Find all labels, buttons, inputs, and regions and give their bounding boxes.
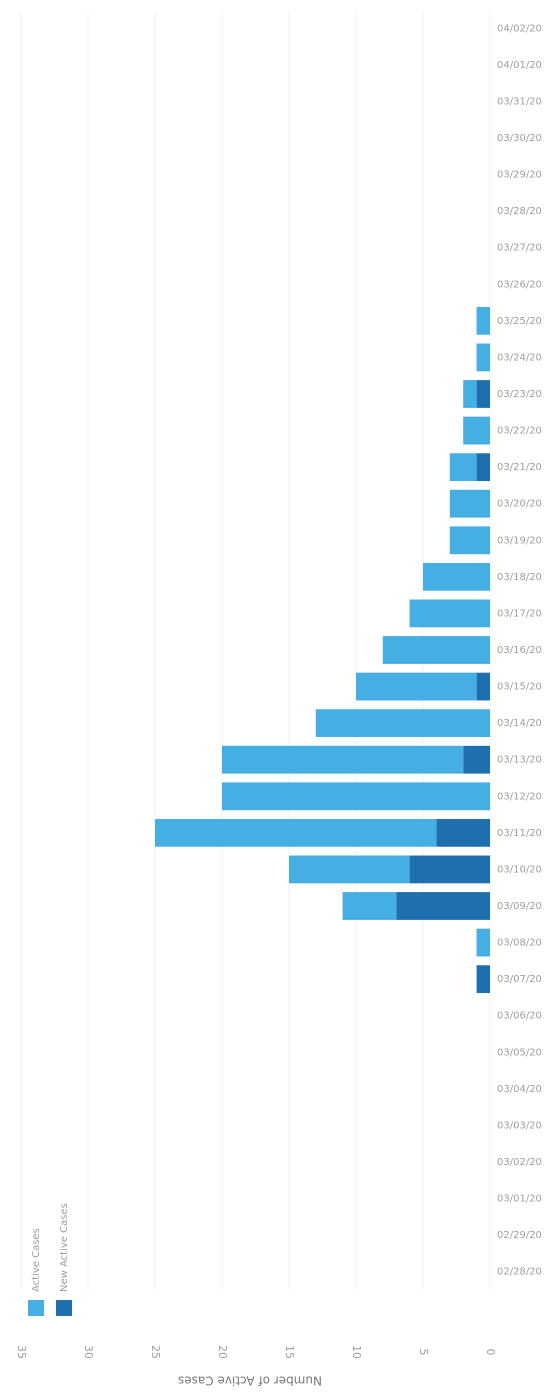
bar-segment	[449, 526, 490, 555]
x-tick-label: 04/02/20	[497, 23, 542, 34]
y-tick-label: 15	[283, 1345, 296, 1359]
x-tick-label: 02/28/20	[497, 1267, 542, 1278]
y-tick-label: 20	[216, 1345, 229, 1359]
x-tick-label: 03/11/20	[497, 828, 542, 839]
x-tick-label: 03/03/20	[497, 1120, 542, 1131]
x-tick-label: 03/16/20	[497, 645, 542, 656]
x-tick-label: 03/23/20	[497, 389, 542, 400]
y-tick-label: 30	[82, 1345, 95, 1359]
x-tick-label: 03/30/20	[497, 133, 542, 144]
x-tick-label: 03/15/20	[497, 682, 542, 693]
x-tick-label: 03/10/20	[497, 864, 542, 875]
x-tick-label: 03/09/20	[497, 901, 542, 912]
bar-segment	[449, 489, 490, 518]
x-tick-label: 03/28/20	[497, 206, 542, 217]
y-tick-label: 10	[350, 1345, 363, 1359]
bar-segment	[222, 745, 464, 774]
x-tick-label: 03/31/20	[497, 96, 542, 107]
x-tick-label: 03/19/20	[497, 535, 542, 546]
x-tick-label: 03/08/20	[497, 938, 542, 949]
axis-title: Number of Active Cases	[178, 1374, 322, 1388]
bar-segment	[476, 380, 491, 408]
bar-segment	[342, 892, 397, 920]
bar-segment	[409, 855, 491, 884]
x-tick-label: 03/01/20	[497, 1194, 542, 1205]
x-tick-label: 03/04/20	[497, 1084, 542, 1095]
bar-segment	[476, 343, 491, 372]
bar-segment	[463, 745, 491, 774]
bar-segment	[409, 599, 491, 628]
y-tick-label: 0	[484, 1349, 497, 1356]
bar-segment	[289, 855, 410, 884]
bar-segment	[476, 672, 491, 701]
y-tick-label: 35	[15, 1345, 28, 1359]
x-tick-label: 03/22/20	[497, 426, 542, 437]
bar-segment	[476, 306, 491, 335]
legend-label: New Active Cases	[59, 1203, 70, 1292]
x-tick-label: 03/18/20	[497, 572, 542, 583]
bar-segment	[463, 380, 477, 408]
x-tick-label: 04/01/20	[497, 60, 542, 71]
x-tick-label: 03/20/20	[497, 499, 542, 510]
bar-segment	[315, 709, 490, 738]
bar-segment	[356, 672, 477, 701]
y-tick-label: 25	[149, 1345, 162, 1359]
bar-segment	[476, 453, 491, 482]
x-tick-label: 03/17/20	[497, 608, 542, 619]
x-tick-label: 03/02/20	[497, 1157, 542, 1168]
bar-segment	[396, 892, 491, 920]
x-tick-label: 02/29/20	[497, 1230, 542, 1241]
x-tick-label: 03/29/20	[497, 170, 542, 181]
x-tick-label: 03/21/20	[497, 462, 542, 473]
x-tick-label: 03/05/20	[497, 1047, 542, 1058]
bar-segment	[476, 928, 491, 957]
bar-segment	[423, 562, 490, 591]
rotated-chart	[20, 10, 491, 1290]
bar-segment	[155, 818, 437, 847]
legend-label: Active Cases	[31, 1228, 42, 1292]
x-tick-label: 03/07/20	[497, 974, 542, 985]
bar-segment	[463, 416, 491, 445]
bar-segment	[436, 818, 490, 847]
legend-swatch	[56, 1300, 72, 1316]
x-tick-label: 03/27/20	[497, 243, 542, 254]
x-tick-label: 03/12/20	[497, 791, 542, 802]
x-tick-label: 03/25/20	[497, 316, 542, 327]
x-tick-label: 03/06/20	[497, 1011, 542, 1022]
legend-swatch	[28, 1300, 44, 1316]
bar-segment	[476, 965, 491, 994]
y-tick-label: 5	[417, 1349, 430, 1356]
bar-segment	[382, 636, 490, 664]
x-tick-label: 03/24/20	[497, 352, 542, 363]
bar-segment	[449, 453, 477, 482]
bar-segment	[222, 782, 490, 811]
x-tick-label: 03/26/20	[497, 279, 542, 290]
x-tick-label: 03/13/20	[497, 755, 542, 766]
x-tick-label: 03/14/20	[497, 718, 542, 729]
